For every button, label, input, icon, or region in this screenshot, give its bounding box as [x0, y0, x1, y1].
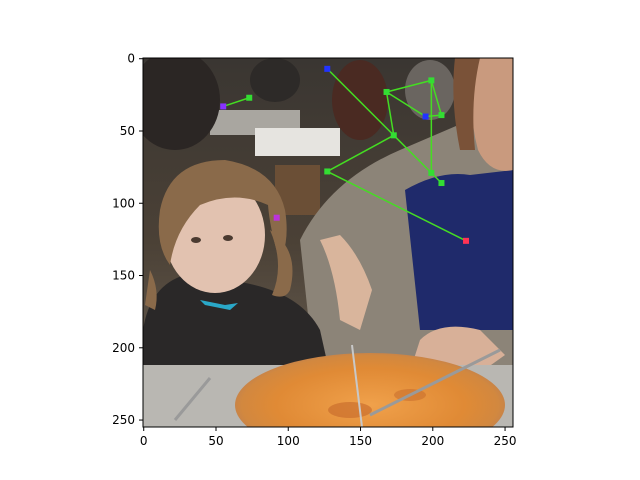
child	[143, 160, 330, 380]
x-tick-label: 0	[140, 434, 148, 448]
child-shirt	[143, 275, 330, 380]
keypoint-marker	[324, 65, 331, 72]
keypoint-marker	[246, 94, 253, 101]
skeleton-edge	[386, 91, 426, 118]
keypoint-marker	[438, 180, 445, 187]
keypoint-marker	[273, 214, 280, 221]
background-person-red	[332, 60, 388, 140]
child-hair-left	[145, 270, 157, 310]
background-person-grey	[405, 60, 455, 120]
keypoint-marker	[422, 113, 429, 120]
adult-face	[470, 58, 513, 171]
adult-hair	[453, 58, 480, 150]
skeleton-edge	[386, 79, 432, 93]
background-paper	[255, 128, 340, 156]
y-axis: 0 50 100 150 200 250	[112, 52, 143, 427]
y-tick-label: 100	[112, 196, 135, 210]
skeleton-edge	[326, 68, 395, 136]
knife	[351, 344, 363, 427]
keypoint-marker	[428, 77, 435, 84]
keypoint-marker	[324, 168, 331, 175]
pizza	[235, 353, 505, 427]
axes-frame	[142, 57, 514, 428]
keypoint-marker	[428, 169, 435, 176]
adult-left-hand	[320, 235, 372, 330]
table-knife	[173, 377, 212, 421]
fork	[369, 348, 501, 417]
keypoint-marker	[390, 132, 397, 139]
child-eye-left	[191, 237, 201, 243]
keypoint-marker	[383, 88, 390, 95]
pizza-topping	[328, 402, 372, 418]
x-tick-label: 200	[421, 434, 444, 448]
child-collar	[200, 300, 238, 310]
skeleton-edge	[430, 80, 443, 116]
keypoint-marker	[438, 112, 445, 119]
keypoint-marker	[220, 103, 227, 110]
y-tick-label: 0	[127, 52, 135, 66]
x-tick-label: 100	[277, 434, 300, 448]
keypoint-overlay	[220, 65, 470, 244]
photo	[143, 58, 513, 427]
skeleton-edge	[326, 134, 395, 173]
child-pigtail	[270, 230, 293, 297]
skeleton-edge	[222, 97, 250, 108]
y-tick-label: 250	[112, 413, 135, 427]
adult-blue-top	[405, 170, 513, 330]
x-tick-label: 50	[208, 434, 223, 448]
x-tick-label: 250	[494, 434, 517, 448]
skeleton-edge	[393, 134, 432, 174]
x-tick-label: 150	[349, 434, 372, 448]
background-person	[250, 58, 300, 102]
y-tick-label: 150	[112, 269, 135, 283]
keypoint-marker	[463, 237, 470, 244]
y-tick-label: 200	[112, 341, 135, 355]
child-hair	[158, 160, 287, 265]
x-axis: 0 50 100 150 200 250	[140, 427, 517, 448]
skeleton-edge	[326, 170, 467, 242]
background-person-left	[143, 58, 220, 150]
skeleton-edge	[385, 91, 395, 136]
child-eye-right	[223, 235, 233, 241]
y-tick-label: 50	[120, 124, 135, 138]
